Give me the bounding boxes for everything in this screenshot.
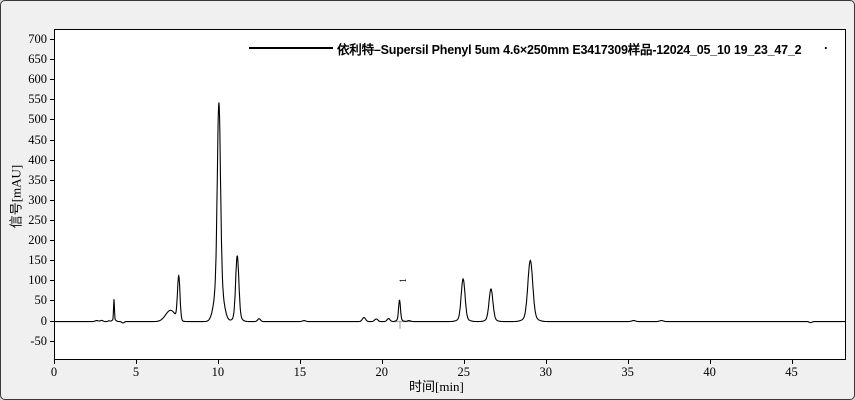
x-tick-mark	[791, 360, 793, 364]
y-tick-label: -50	[30, 333, 47, 348]
x-tick-mark	[135, 360, 137, 364]
y-tick-mark	[50, 199, 54, 201]
y-tick-label: 650	[28, 52, 47, 67]
y-tick-label: 550	[28, 92, 47, 107]
y-tick-label: 600	[28, 72, 47, 87]
y-tick-mark	[50, 179, 54, 181]
y-tick-mark	[50, 159, 54, 161]
y-tick-label: 450	[28, 132, 47, 147]
x-tick-mark	[545, 360, 547, 364]
plot-area	[54, 29, 846, 360]
x-tick-label: 5	[132, 365, 140, 379]
y-tick-mark	[50, 39, 54, 41]
x-tick-mark	[627, 360, 629, 364]
y-tick-label: 300	[28, 192, 47, 207]
x-tick-label: 10	[211, 365, 225, 379]
x-tick-label: 30	[539, 365, 552, 379]
y-tick-mark	[50, 300, 54, 302]
y-tick-label: 700	[28, 32, 47, 47]
x-tick-label: 0	[50, 365, 58, 379]
y-tick-mark	[50, 99, 54, 101]
y-tick-mark	[50, 280, 54, 282]
legend: 依利特–Supersil Phenyl 5um 4.6×250mm E34173…	[249, 39, 802, 57]
x-tick-label: 45	[785, 365, 798, 379]
y-tick-label: 50	[34, 293, 48, 308]
y-tick-label: 400	[28, 152, 47, 167]
y-tick-mark	[50, 139, 54, 141]
legend-trailing-dot: .	[824, 37, 828, 52]
x-tick-label: 35	[621, 365, 634, 379]
y-tick-mark	[50, 119, 54, 121]
y-tick-mark	[50, 340, 54, 342]
x-tick-mark	[217, 360, 219, 364]
x-tick-mark	[299, 360, 301, 364]
y-tick-mark	[50, 320, 54, 322]
y-tick-mark	[50, 59, 54, 61]
chromatogram-curve-canvas	[55, 102, 845, 329]
y-tick-mark	[50, 260, 54, 262]
signal-trace	[55, 102, 845, 324]
y-tick-mark	[50, 220, 54, 222]
x-tick-label: 15	[293, 365, 307, 379]
y-tick-label: 500	[28, 112, 47, 127]
legend-series-line-swatch	[249, 47, 333, 49]
peak-number-label: 1	[397, 278, 408, 284]
x-tick-mark	[463, 360, 465, 364]
y-tick-label: 350	[28, 172, 47, 187]
y-tick-label: 150	[28, 253, 47, 268]
x-axis-title: 时间[min]	[409, 379, 464, 394]
x-tick-label: 20	[375, 365, 389, 379]
x-tick-mark	[381, 360, 383, 364]
x-tick-mark	[709, 360, 711, 364]
y-tick-label: 100	[28, 273, 47, 288]
y-tick-mark	[50, 240, 54, 242]
y-tick-mark	[50, 79, 54, 81]
legend-series-label: 依利特–Supersil Phenyl 5um 4.6×250mm E34173…	[337, 42, 802, 57]
x-tick-mark	[54, 360, 55, 364]
y-tick-label: 0	[40, 313, 47, 328]
y-tick-label: 250	[28, 213, 47, 228]
x-tick-label: 25	[457, 365, 471, 379]
x-tick-label: 40	[703, 365, 716, 379]
y-tick-label: 200	[28, 233, 47, 248]
